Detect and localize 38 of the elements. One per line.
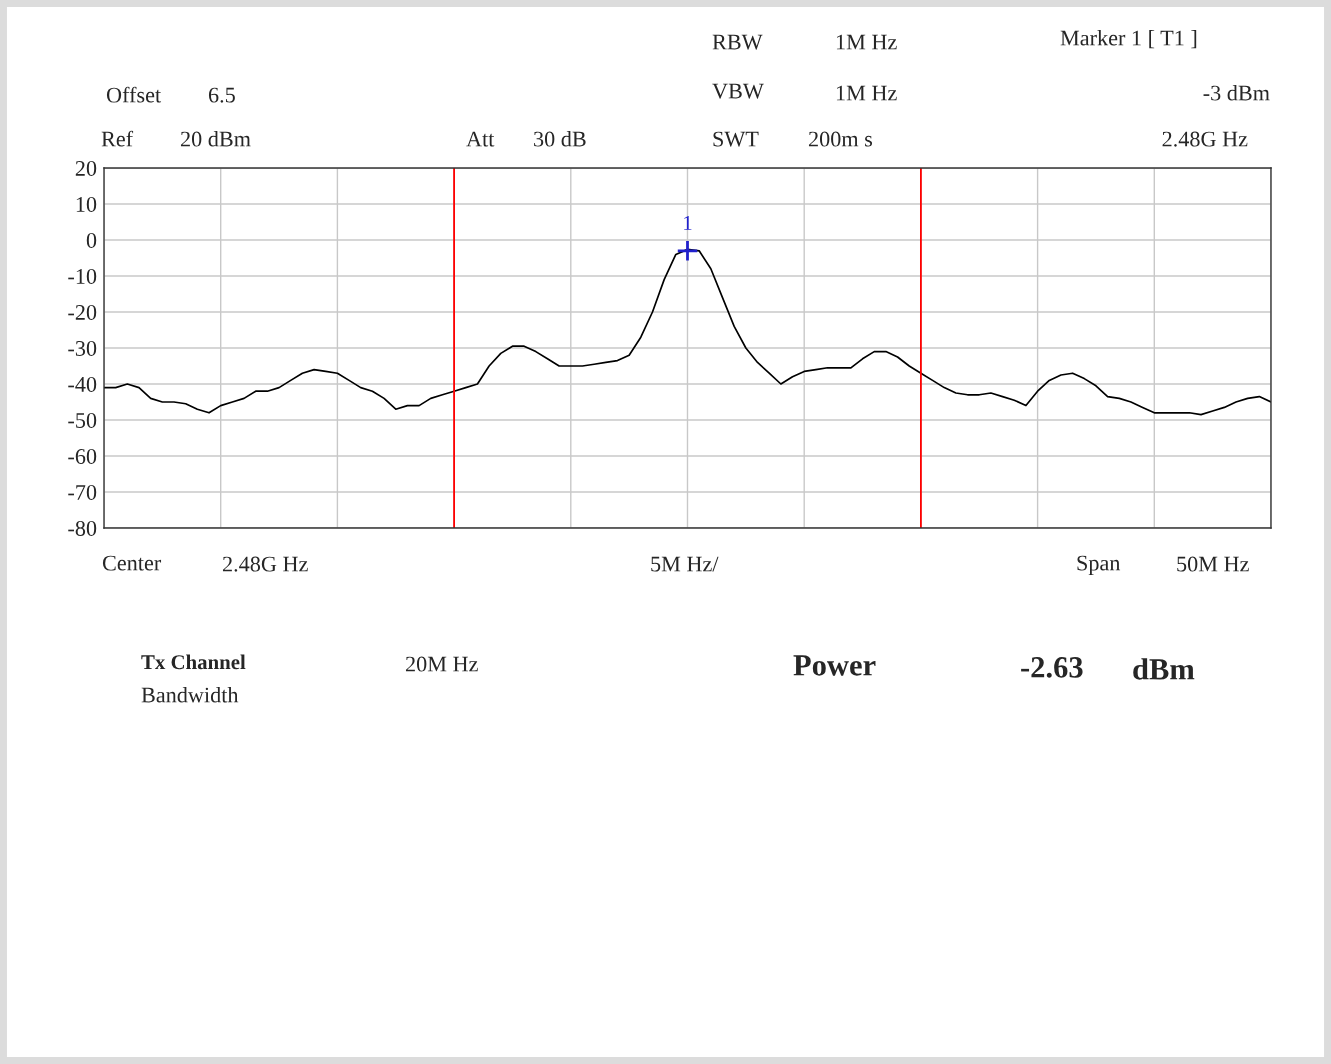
text: 2.48G Hz [1162, 131, 1248, 147]
text: VBW [712, 83, 764, 99]
y-tick-label: -30 [68, 340, 97, 356]
text: 20M Hz [405, 656, 478, 672]
text: 6.5 [208, 87, 235, 103]
text: 50M Hz [1177, 556, 1249, 572]
text: Marker 1 [ T1 ] [1060, 29, 1197, 49]
y-tick-label: -10 [68, 268, 97, 284]
text: Center [102, 555, 162, 571]
text: Tx Channel [141, 654, 246, 670]
y-tick-label: -70 [68, 484, 97, 500]
text: -3 dBm [1203, 84, 1270, 101]
text: 2.48G Hz [222, 556, 308, 572]
text: Bandwidth [141, 686, 239, 703]
text: Span [1077, 555, 1121, 576]
y-tick-label: -60 [68, 448, 97, 464]
text: Offset [106, 86, 162, 103]
text: 20 dBm [180, 130, 251, 147]
text: 1M Hz [836, 85, 897, 101]
y-tick-label: -80 [68, 520, 97, 536]
text: dBm [1133, 658, 1195, 680]
text: RBW [712, 34, 763, 50]
text: 200m s [808, 131, 873, 147]
text: 5M Hz/ [651, 556, 719, 572]
text: Power [793, 655, 876, 676]
y-tick-label: 20 [75, 160, 97, 176]
text: Att [466, 131, 495, 147]
y-tick-label: 0 [86, 232, 97, 248]
text: SWT [713, 131, 759, 147]
text: 30 dB [534, 130, 586, 147]
annotation: 1 [684, 215, 692, 230]
y-tick-label: -50 [68, 412, 97, 428]
y-tick-label: -20 [68, 304, 97, 320]
y-tick-label: 10 [76, 196, 97, 212]
text: Ref [101, 130, 134, 147]
text: 1M Hz [836, 34, 897, 50]
y-tick-label: -40 [68, 376, 97, 392]
text: -2.63 [1021, 657, 1083, 678]
